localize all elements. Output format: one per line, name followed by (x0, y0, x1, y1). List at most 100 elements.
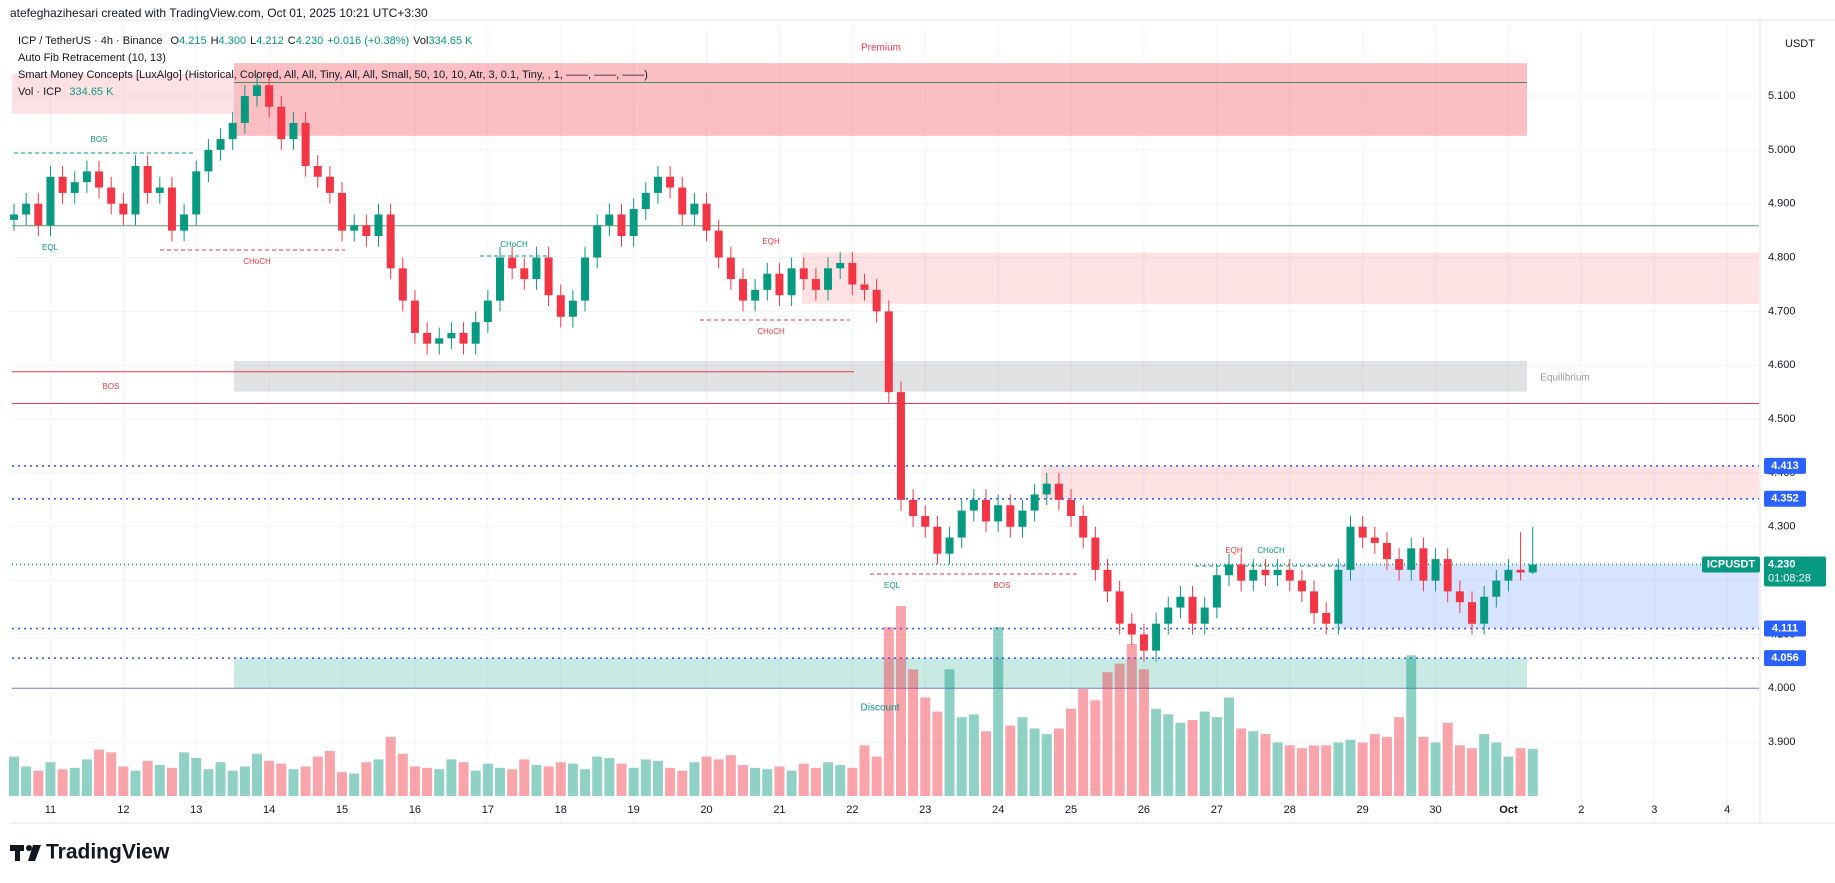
volume-bar (1187, 720, 1198, 796)
candle-body (1176, 596, 1185, 608)
price-badge-label: 4.111 (1772, 622, 1798, 634)
candle-body (1164, 607, 1173, 624)
volume-bar (580, 769, 591, 796)
x-tick-label: 15 (336, 804, 348, 816)
candle-body (532, 257, 541, 280)
volume-bar (1491, 742, 1502, 796)
price-badge (1764, 620, 1806, 637)
x-tick-label: 18 (555, 804, 567, 816)
volume-bar (470, 770, 481, 796)
volume-bar (94, 749, 105, 796)
volume-bar (9, 756, 19, 796)
y-tick-label: 4.700 (1768, 305, 1796, 317)
volume-bar (191, 758, 202, 796)
price-badge-label: 4.230 (1768, 558, 1796, 570)
y-tick-label: 4.300 (1768, 521, 1796, 533)
candle-body (1273, 569, 1282, 576)
x-tick-label: 4 (1724, 804, 1730, 816)
price-badge (1764, 490, 1806, 507)
candle-body (629, 209, 638, 236)
candle-body (1370, 537, 1379, 543)
volume-bar (1321, 745, 1332, 796)
volume-bar (252, 753, 262, 796)
candle-body (435, 338, 444, 344)
volume-bar (215, 762, 226, 796)
volume-bar (738, 765, 748, 796)
volume-bar (130, 770, 141, 796)
candle-body (811, 279, 820, 290)
candle-body (860, 284, 869, 290)
candle-body (581, 257, 590, 301)
zone (802, 252, 1759, 304)
candle-body (1334, 569, 1343, 624)
candle-body (799, 268, 808, 280)
volume-bar (895, 606, 906, 796)
volume-bar (264, 760, 275, 796)
candle-body (702, 203, 711, 231)
volume-bar (677, 770, 688, 796)
volume-bar (203, 769, 214, 796)
volume-bar (300, 766, 311, 796)
price-badge-label: 4.413 (1771, 460, 1799, 472)
symbol: ICP / TetherUS · 4h · Binance (18, 35, 163, 47)
zone (1334, 564, 1759, 629)
legend-key: H (211, 35, 219, 47)
volume-bar (276, 763, 287, 796)
candle-body (119, 203, 128, 215)
volume-bar (616, 763, 627, 796)
candle-body (483, 300, 492, 323)
volume-bar (288, 769, 299, 796)
volume-bar (859, 745, 870, 796)
candle-body (848, 262, 857, 285)
candle-body (289, 122, 298, 140)
logo (10, 845, 41, 861)
candle-body (325, 176, 334, 193)
volume-bar (385, 736, 396, 796)
candle-body (593, 225, 602, 258)
volume-bar (1005, 725, 1016, 796)
x-tick-label: 30 (1429, 804, 1441, 816)
x-tick-label: 13 (190, 804, 202, 816)
candle-body (240, 96, 249, 123)
candle-body (520, 268, 529, 280)
volume-bar (1151, 708, 1162, 796)
candle-body (641, 192, 650, 210)
volume-bar (1078, 689, 1089, 796)
candle-body (1419, 548, 1428, 581)
x-tick-label: 28 (1284, 804, 1296, 816)
candle-body (1443, 559, 1452, 592)
zone (234, 658, 1527, 689)
zone (1041, 465, 1759, 499)
candle-body (410, 300, 419, 333)
candle-body (1006, 505, 1015, 527)
candle-body (1297, 580, 1306, 592)
volume-bar (725, 755, 736, 796)
volume-bar (118, 766, 129, 796)
volume-bar (1503, 756, 1514, 796)
volume-bar (69, 767, 80, 796)
candle-body (107, 187, 116, 204)
volume-bar (324, 750, 335, 796)
volume-bar (166, 767, 177, 796)
volume-bar (1394, 717, 1405, 796)
x-tick-label: 3 (1651, 804, 1657, 816)
volume-bar (373, 759, 384, 796)
candle-body (1042, 483, 1051, 495)
candle-body (22, 203, 31, 215)
volume-bar (1357, 742, 1368, 796)
candle-body (896, 392, 905, 500)
y-tick-label: 4.500 (1768, 413, 1796, 425)
candle-body (714, 230, 723, 258)
candle-body (82, 171, 91, 183)
candle-body (909, 499, 918, 516)
candle-body (1395, 559, 1404, 570)
candle-body (775, 273, 784, 296)
volume-bar (1333, 742, 1344, 796)
annotation: Discount (861, 703, 900, 714)
legend-key: L (250, 35, 256, 47)
volume-bar (689, 762, 700, 796)
candle-body (836, 262, 845, 269)
candle-body (1322, 612, 1331, 624)
volume-bar (592, 756, 603, 796)
